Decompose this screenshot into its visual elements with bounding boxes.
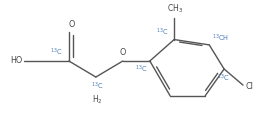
Text: H$_2$: H$_2$ [92, 93, 103, 106]
Text: O: O [68, 20, 75, 29]
Text: $^{13}$C: $^{13}$C [156, 27, 169, 38]
Text: $^{13}$C: $^{13}$C [217, 73, 229, 84]
Text: HO: HO [11, 56, 23, 65]
Text: CH$_3$: CH$_3$ [167, 3, 184, 15]
Text: $^{13}$CH: $^{13}$CH [212, 32, 229, 44]
Text: $^{13}$C: $^{13}$C [50, 47, 62, 58]
Text: O: O [120, 48, 126, 57]
Text: $^{13}$C: $^{13}$C [135, 64, 147, 75]
Text: $^{13}$C: $^{13}$C [91, 81, 103, 92]
Text: Cl: Cl [246, 82, 254, 91]
